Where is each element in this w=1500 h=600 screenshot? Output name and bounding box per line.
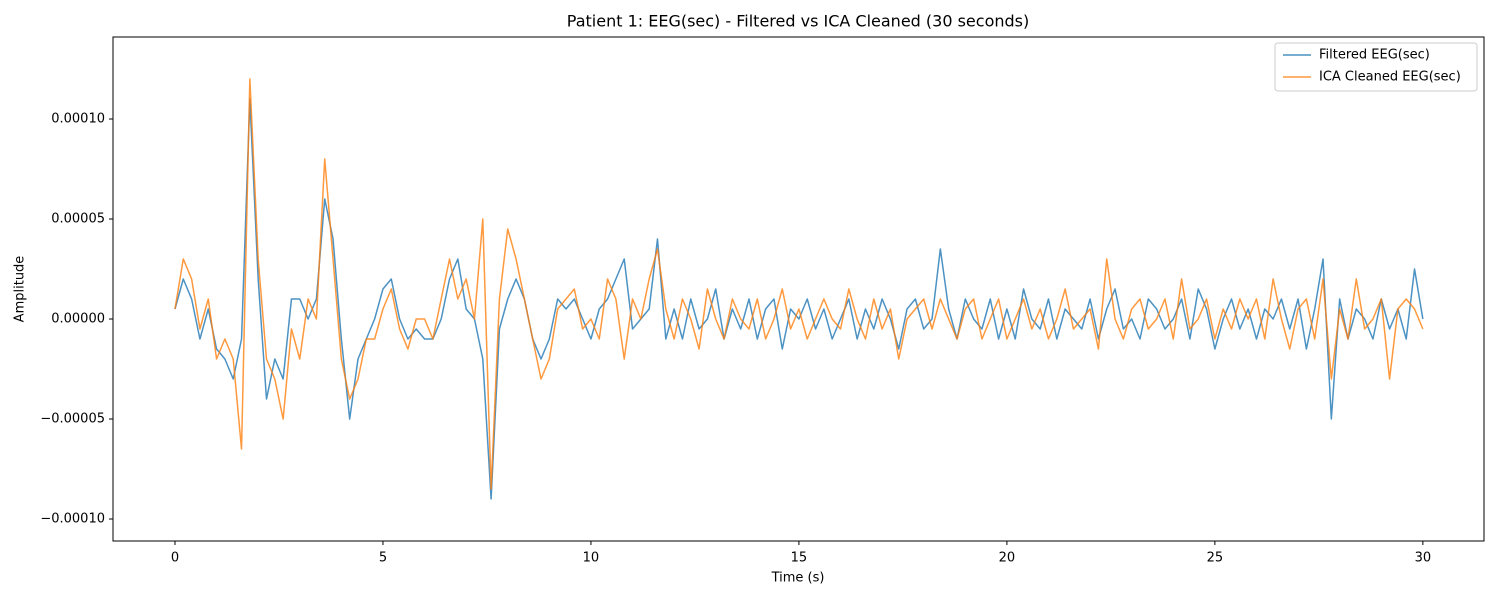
legend-label: ICA Cleaned EEG(sec)	[1319, 70, 1461, 85]
x-tick-label: 25	[1207, 551, 1224, 566]
x-tick-label: 5	[379, 551, 387, 566]
y-tick-label: 0.00000	[51, 312, 105, 327]
x-tick-label: 10	[583, 551, 600, 566]
y-axis-label: Amplitude	[13, 256, 28, 323]
series-line	[174, 98, 1424, 500]
series-line	[174, 78, 1424, 490]
y-tick-label: −0.00010	[40, 512, 105, 527]
x-tick-label: 0	[171, 551, 179, 566]
chart-title: Patient 1: EEG(sec) - Filtered vs ICA Cl…	[567, 12, 1029, 31]
x-axis-label: Time (s)	[771, 571, 825, 586]
y-tick-label: −0.00005	[40, 412, 105, 427]
legend-box	[1274, 42, 1478, 92]
x-tick-label: 15	[791, 551, 808, 566]
y-tick-label: 0.00010	[51, 112, 105, 127]
x-tick-label: 30	[1415, 551, 1432, 566]
legend-label: Filtered EEG(sec)	[1319, 48, 1430, 63]
y-tick-label: 0.00005	[51, 212, 105, 227]
x-tick-label: 20	[999, 551, 1016, 566]
axes-frame	[112, 36, 1485, 542]
